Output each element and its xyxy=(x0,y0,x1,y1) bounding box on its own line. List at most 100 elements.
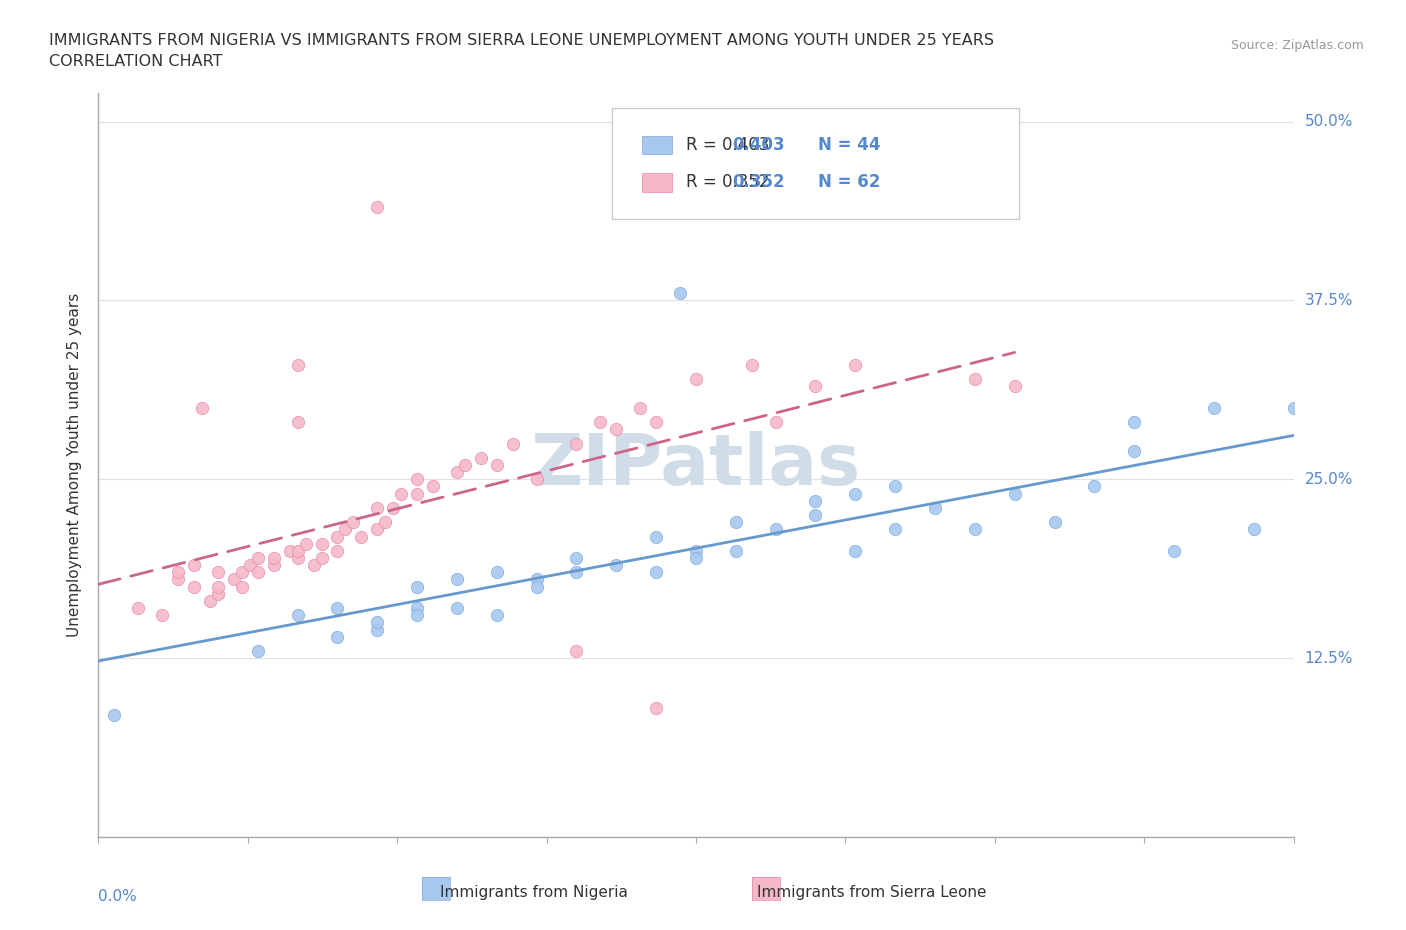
Point xyxy=(167,572,190,587)
Point xyxy=(183,558,205,573)
Text: IMMIGRANTS FROM NIGERIA VS IMMIGRANTS FROM SIERRA LEONE UNEMPLOYMENT AMONG YOUTH: IMMIGRANTS FROM NIGERIA VS IMMIGRANTS FR… xyxy=(49,33,994,47)
Point xyxy=(366,615,388,630)
Point xyxy=(246,644,269,658)
Point xyxy=(804,379,827,393)
Point xyxy=(645,529,668,544)
Point xyxy=(374,515,396,530)
Point xyxy=(263,558,285,573)
Point xyxy=(844,357,866,372)
Text: R = 0.403: R = 0.403 xyxy=(686,136,769,154)
Point xyxy=(485,608,508,623)
Text: CORRELATION CHART: CORRELATION CHART xyxy=(49,54,222,69)
Point xyxy=(565,644,588,658)
Point xyxy=(924,500,946,515)
Point xyxy=(645,565,668,579)
Y-axis label: Unemployment Among Youth under 25 years: Unemployment Among Youth under 25 years xyxy=(67,293,83,637)
Point xyxy=(1043,515,1066,530)
Point xyxy=(366,200,388,215)
Point xyxy=(724,515,747,530)
Point xyxy=(1282,400,1305,415)
Point xyxy=(470,450,492,465)
Point xyxy=(366,500,388,515)
Point xyxy=(231,579,253,594)
Point xyxy=(342,515,364,530)
Point xyxy=(222,572,245,587)
Point xyxy=(1083,479,1105,494)
Point xyxy=(1243,522,1265,537)
Point xyxy=(454,458,477,472)
Text: R = 0.352: R = 0.352 xyxy=(686,173,770,192)
Point xyxy=(294,537,316,551)
Point xyxy=(804,508,827,523)
Point xyxy=(366,622,388,637)
Point xyxy=(389,486,412,501)
Point xyxy=(406,486,429,501)
Point xyxy=(741,357,763,372)
Point xyxy=(963,522,986,537)
FancyBboxPatch shape xyxy=(613,108,1019,219)
Point xyxy=(207,565,229,579)
Point xyxy=(1163,543,1185,558)
Point xyxy=(446,572,468,587)
Point xyxy=(326,601,349,616)
Point xyxy=(1123,415,1146,430)
Point xyxy=(1004,379,1026,393)
Point xyxy=(804,493,827,508)
Text: 25.0%: 25.0% xyxy=(1305,472,1353,486)
Text: Immigrants from Sierra Leone: Immigrants from Sierra Leone xyxy=(756,885,987,900)
Point xyxy=(198,593,221,608)
Text: 0.352: 0.352 xyxy=(733,173,785,192)
Point xyxy=(278,543,301,558)
Point xyxy=(724,543,747,558)
Point xyxy=(287,357,309,372)
Point xyxy=(103,708,125,723)
Text: Source: ZipAtlas.com: Source: ZipAtlas.com xyxy=(1230,39,1364,52)
Point xyxy=(311,537,333,551)
Point xyxy=(326,529,349,544)
Point xyxy=(645,415,668,430)
Point xyxy=(485,458,508,472)
Point xyxy=(302,558,325,573)
Point xyxy=(406,579,429,594)
Point xyxy=(645,701,668,716)
Point xyxy=(127,601,149,616)
Point xyxy=(884,522,907,537)
Text: 37.5%: 37.5% xyxy=(1305,293,1353,308)
Point xyxy=(326,543,349,558)
Point xyxy=(287,551,309,565)
Point xyxy=(239,558,262,573)
Point xyxy=(844,486,866,501)
Point xyxy=(287,543,309,558)
Point xyxy=(350,529,373,544)
Point xyxy=(765,415,787,430)
Point xyxy=(669,286,692,300)
Point xyxy=(246,565,269,579)
Point xyxy=(565,436,588,451)
Point xyxy=(685,372,707,387)
FancyBboxPatch shape xyxy=(643,136,672,154)
Point xyxy=(765,522,787,537)
Point xyxy=(1202,400,1225,415)
Point xyxy=(183,579,205,594)
Point xyxy=(167,565,190,579)
Text: ZIPatlas: ZIPatlas xyxy=(531,431,860,499)
Point xyxy=(207,586,229,601)
Point xyxy=(446,601,468,616)
Point xyxy=(231,565,253,579)
Point xyxy=(526,472,548,486)
Point xyxy=(287,415,309,430)
Point xyxy=(526,579,548,594)
Text: 12.5%: 12.5% xyxy=(1305,651,1353,666)
Point xyxy=(406,472,429,486)
Point xyxy=(605,558,627,573)
Point xyxy=(406,608,429,623)
Point xyxy=(485,565,508,579)
Point xyxy=(502,436,524,451)
Point xyxy=(605,422,627,437)
Point xyxy=(191,400,214,415)
Point xyxy=(382,500,405,515)
Point xyxy=(263,551,285,565)
Point xyxy=(287,608,309,623)
Text: Immigrants from Nigeria: Immigrants from Nigeria xyxy=(440,885,628,900)
Text: 50.0%: 50.0% xyxy=(1305,114,1353,129)
